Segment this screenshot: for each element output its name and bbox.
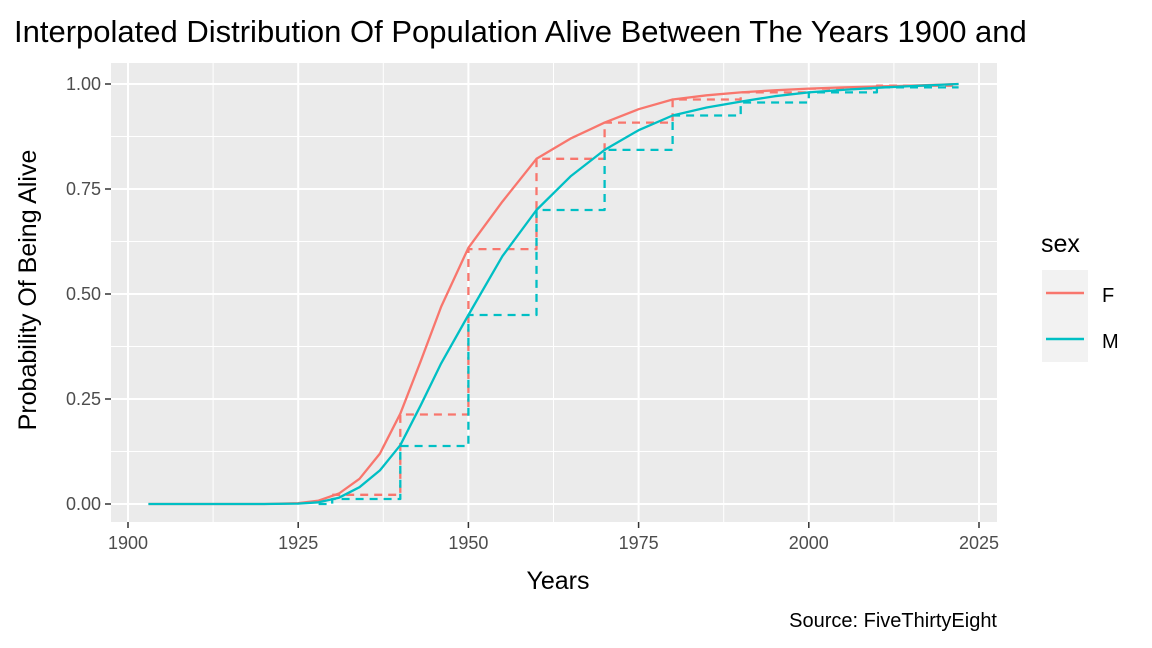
x-axis-label: Years	[526, 567, 589, 595]
legend-title: sex	[1041, 230, 1080, 258]
series-line-f-solid	[148, 82, 959, 506]
y-tick-label: 0.25	[66, 389, 101, 409]
legend-label-f: F	[1102, 285, 1114, 307]
y-tick-label: 1.00	[66, 74, 101, 94]
legend-label-m: M	[1102, 331, 1119, 353]
caption: Source: FiveThirtyEight	[789, 610, 997, 632]
x-axis: 1900 1925 1950 1975 2000 2025	[108, 522, 999, 553]
series-line-f-dashed	[332, 84, 959, 496]
x-tick-label: 1900	[108, 533, 148, 553]
grid-minor	[111, 63, 997, 522]
series-line-m-dashed	[318, 86, 959, 506]
y-axis-label: Probability Of Being Alive	[14, 150, 42, 431]
y-axis: 0.00 0.25 0.50 0.75 1.00	[66, 74, 111, 514]
x-tick-label: 2000	[789, 533, 829, 553]
x-tick-label: 1950	[448, 533, 488, 553]
y-tick-label: 0.75	[66, 179, 101, 199]
y-tick-label: 0.00	[66, 494, 101, 514]
y-tick-label: 0.50	[66, 284, 101, 304]
legend: sex F M	[1041, 230, 1119, 362]
chart-title: Interpolated Distribution Of Population …	[14, 14, 1027, 49]
series-line-m-solid	[148, 82, 959, 506]
x-tick-label: 2025	[959, 533, 999, 553]
x-tick-label: 1975	[619, 533, 659, 553]
x-tick-label: 1925	[278, 533, 318, 553]
series-layer	[148, 82, 959, 506]
